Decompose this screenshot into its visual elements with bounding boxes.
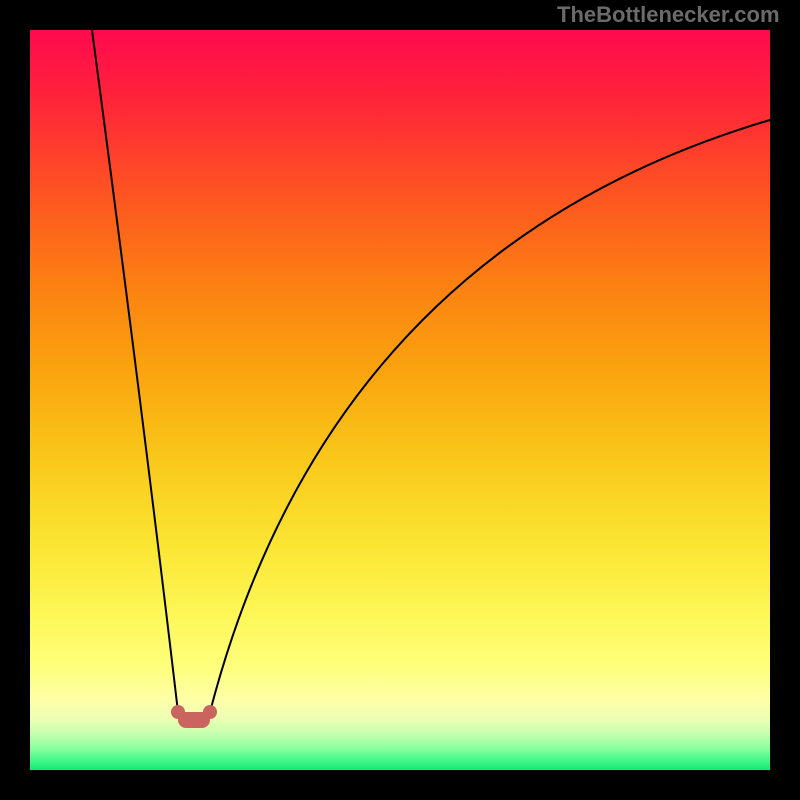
bottleneck-chart: [0, 0, 800, 800]
dip-dot-right: [203, 705, 217, 719]
dip-dot-left: [171, 705, 185, 719]
watermark-text: TheBottlenecker.com: [557, 2, 780, 28]
plot-area: [30, 30, 770, 770]
